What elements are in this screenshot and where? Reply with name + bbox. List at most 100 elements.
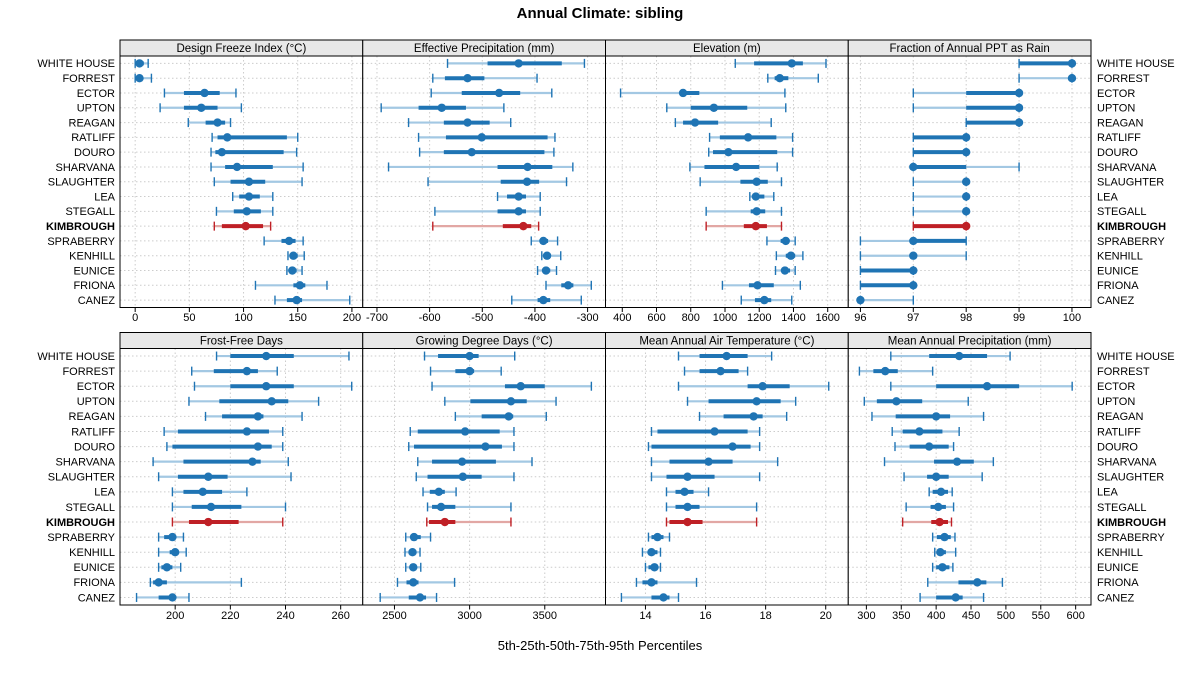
station-label-left-lea: LEA <box>94 487 115 499</box>
median-dot <box>753 281 762 290</box>
median-dot <box>253 412 263 421</box>
median-dot <box>516 382 525 391</box>
median-dot <box>242 207 251 216</box>
station-row-kimbrough <box>171 517 284 527</box>
station-row-eunice <box>859 266 918 276</box>
median-dot <box>198 487 207 497</box>
station-label-right-slaughter: SLAUGHTER <box>1097 472 1164 484</box>
station-row-lea <box>665 487 710 497</box>
median-dot <box>982 382 992 391</box>
median-dot <box>961 133 971 142</box>
median-dot <box>758 382 767 391</box>
median-dot <box>752 177 761 186</box>
station-row-forrest <box>432 73 538 83</box>
station-label-left-spraberry: SPRABERRY <box>47 532 115 544</box>
station-row-kenhill <box>641 547 662 557</box>
median-dot <box>542 251 552 260</box>
station-label-right-white-house: WHITE HOUSE <box>1097 351 1175 363</box>
median-dot <box>731 162 741 172</box>
median-dot <box>704 457 713 466</box>
median-dot <box>724 147 733 157</box>
median-dot <box>973 578 982 587</box>
axis-tick-label: 3500 <box>533 610 557 622</box>
station-row-stegall <box>171 502 287 512</box>
panel-title: Mean Annual Precipitation (mm) <box>888 336 1052 348</box>
median-dot <box>457 457 467 466</box>
median-dot <box>436 502 446 512</box>
axis-tick-label: 14 <box>639 610 651 622</box>
axis-tick-label: 350 <box>892 610 910 622</box>
median-dot <box>752 397 761 406</box>
station-label-right-lea: LEA <box>1097 191 1118 203</box>
median-dot <box>204 517 213 527</box>
station-row-forrest <box>858 366 934 376</box>
station-label-left-upton: UPTON <box>77 396 115 408</box>
median-dot <box>1014 88 1024 98</box>
panel-mean-annual-precipitation-mm: Mean Annual Precipitation (mm) 300 350 400 4… <box>847 332 1092 622</box>
station-label-left-forrest: FORREST <box>62 73 115 85</box>
median-dot <box>909 162 918 172</box>
median-dot <box>909 251 918 260</box>
median-dot <box>465 351 474 361</box>
station-label-left-white-house: WHITE HOUSE <box>37 351 115 363</box>
station-label-right-kimbrough: KIMBROUGH <box>1097 517 1166 529</box>
station-row-spraberry <box>405 532 432 542</box>
median-dot <box>909 266 918 275</box>
station-row-slaughter <box>699 177 783 187</box>
median-dot <box>465 366 474 376</box>
panel-elevation-m: Elevation (m) 400 600 800 1000 1200 1400 1600 <box>605 39 849 324</box>
station-row-ector <box>163 88 237 98</box>
station-row-white-house <box>1018 58 1077 68</box>
station-row-ratliff <box>650 426 761 436</box>
median-dot <box>458 472 468 481</box>
axis-tick-label: 99 <box>1013 312 1025 324</box>
median-dot <box>780 266 790 275</box>
station-row-slaughter <box>213 177 303 187</box>
station-label-left-sharvana: SHARVANA <box>55 162 115 174</box>
median-dot <box>728 442 737 451</box>
median-dot <box>683 517 692 527</box>
station-row-slaughter <box>427 177 568 187</box>
station-label-right-forrest: FORREST <box>1097 73 1150 85</box>
station-row-upton <box>444 396 557 406</box>
median-dot <box>653 532 662 542</box>
station-row-kimbrough <box>912 221 971 231</box>
station-row-sharvana <box>387 162 574 172</box>
station-label-right-upton: UPTON <box>1097 103 1135 115</box>
station-row-slaughter <box>912 177 971 187</box>
station-row-ector <box>912 88 1024 98</box>
station-row-sharvana <box>909 162 1020 172</box>
station-row-upton <box>863 396 969 406</box>
station-row-kimbrough <box>426 517 512 527</box>
median-dot <box>951 593 960 602</box>
station-label-right-reagan: REAGAN <box>1097 117 1144 129</box>
panel-title: Design Freeze Index (°C) <box>176 43 306 55</box>
station-row-reagan <box>871 411 985 421</box>
station-row-forrest <box>683 366 749 376</box>
axis-tick-label: 18 <box>760 610 772 622</box>
station-row-canez <box>511 295 582 305</box>
panel-title: Elevation (m) <box>693 43 761 55</box>
station-label-right-stegall: STEGALL <box>1097 206 1147 218</box>
station-row-forrest <box>191 366 278 376</box>
median-dot <box>463 73 472 83</box>
station-row-upton <box>912 103 1024 113</box>
station-row-sharvana <box>689 162 778 172</box>
station-label-left-canez: CANEZ <box>78 295 116 307</box>
station-row-canez <box>919 592 985 602</box>
median-dot <box>494 88 504 98</box>
median-dot <box>722 351 731 361</box>
median-dot <box>563 281 573 290</box>
median-dot <box>408 547 417 557</box>
station-row-white-house <box>215 351 350 361</box>
median-dot <box>856 295 865 305</box>
median-dot <box>659 593 668 602</box>
median-dot <box>786 251 796 260</box>
median-dot <box>961 177 971 186</box>
station-row-ector <box>890 381 1073 391</box>
median-dot <box>931 472 941 481</box>
station-row-white-house <box>890 351 1011 361</box>
station-label-right-canez: CANEZ <box>1097 295 1135 307</box>
median-dot <box>680 487 689 497</box>
